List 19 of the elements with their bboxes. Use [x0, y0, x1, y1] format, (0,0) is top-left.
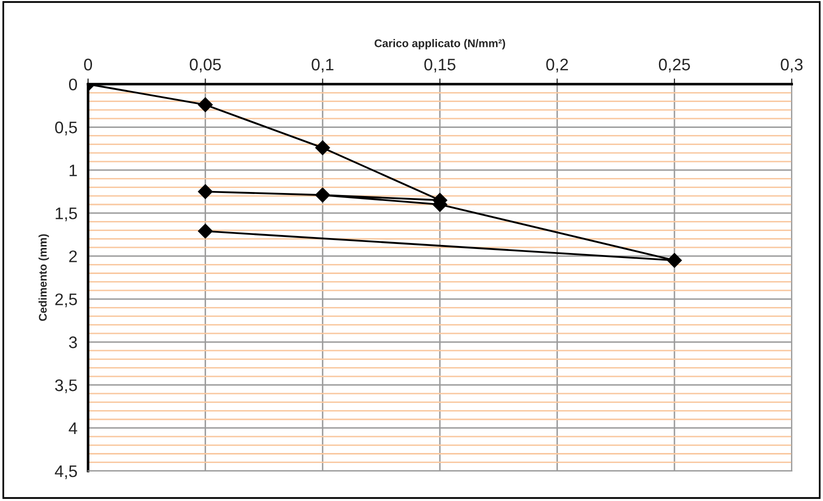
- y-tick-label: 1,5: [56, 208, 77, 222]
- y-tick-label: 0,5: [55, 122, 77, 136]
- y-tick-label: 2,5: [55, 293, 77, 308]
- y-tick-label: 1: [70, 164, 77, 176]
- y-tick-label: 3: [69, 336, 77, 348]
- y-tick-label: 2: [69, 250, 77, 262]
- x-tick-label: 0,25: [658, 58, 690, 72]
- x-tick-label: 0,2: [546, 58, 568, 72]
- y-tick-label: 4: [68, 422, 78, 434]
- x-tick-label: 0: [84, 58, 92, 70]
- y-tick-label: 4,5: [54, 466, 77, 480]
- y-axis-title: Cedimento (mm): [38, 234, 49, 321]
- y-tick-label: 3,5: [55, 379, 77, 394]
- x-tick-label: 0,3: [780, 58, 803, 72]
- x-tick-label: 0,05: [190, 58, 221, 72]
- x-tick-label: 0,15: [424, 58, 456, 72]
- x-tick-label: 0,1: [312, 58, 334, 72]
- y-tick-label: 0: [69, 78, 77, 90]
- x-axis-title: Carico applicato (N/mm²): [374, 39, 506, 50]
